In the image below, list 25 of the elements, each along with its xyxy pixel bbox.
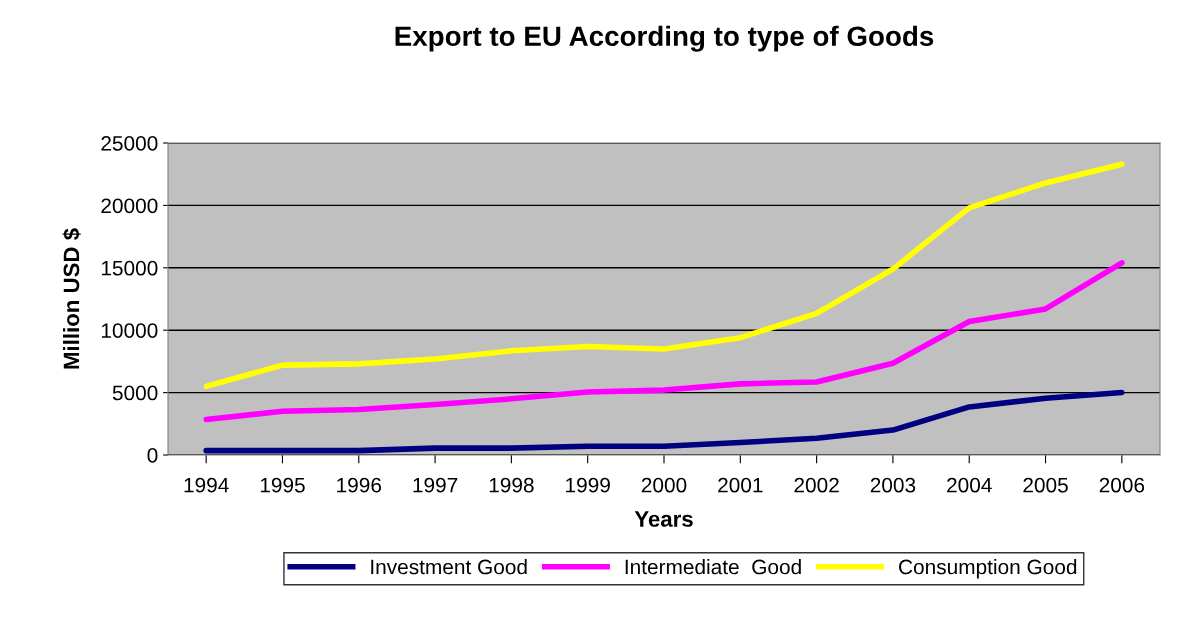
legend-label: Intermediate Good: [625, 559, 801, 575]
x-tick-label: 2003: [870, 477, 916, 493]
x-tick-label: 1997: [413, 477, 458, 493]
x-tick-label: 1995: [260, 477, 305, 493]
x-tick-label: 2002: [794, 477, 839, 493]
x-tick-label: 1996: [337, 477, 382, 493]
y-tick-label: 15000: [101, 260, 158, 276]
x-tick-label: 2005: [1023, 477, 1068, 493]
x-tick-label: 2006: [1099, 477, 1145, 493]
y-axis-title: Million USD $: [62, 228, 81, 369]
x-tick-label: 2001: [718, 477, 763, 493]
chart-title: Export to EU According to type of Goods: [395, 25, 934, 52]
x-tick-label: 2004: [947, 477, 992, 493]
y-tick-label: 10000: [101, 323, 158, 338]
x-tick-label: 1999: [566, 477, 610, 493]
legend-label: Investment Good: [371, 559, 527, 575]
x-tick-label: 1998: [489, 477, 534, 493]
y-tick-label: 5000: [112, 385, 158, 401]
y-tick-label: 20000: [101, 198, 158, 214]
y-tick-label: 25000: [101, 136, 158, 151]
x-tick-label: 1994: [184, 477, 229, 493]
y-tick-label: 0: [147, 448, 158, 463]
legend-label: Consumption Good: [899, 559, 1077, 579]
x-tick-label: 2000: [641, 477, 687, 493]
x-axis-title: Years: [634, 511, 693, 527]
